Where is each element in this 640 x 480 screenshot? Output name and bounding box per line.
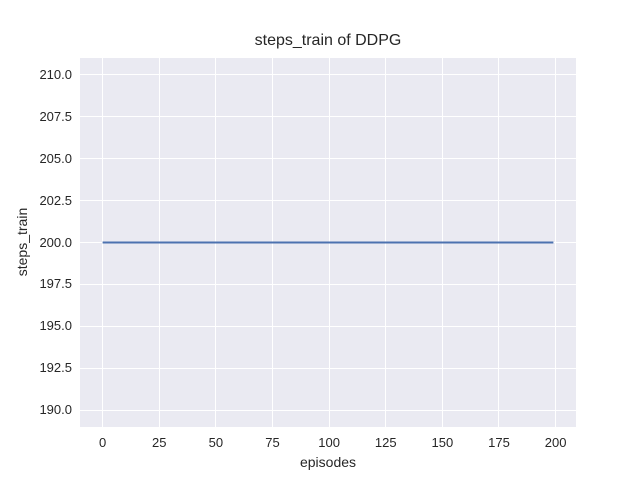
x-tick-label: 75: [265, 435, 280, 450]
x-tick-label: 50: [208, 435, 224, 450]
y-tick-label: 190.0: [39, 402, 72, 418]
x-tick-label: 25: [152, 435, 167, 450]
y-tick-label: 202.5: [39, 192, 72, 208]
x-tick-label: 150: [431, 435, 454, 450]
x-tick-label: 0: [99, 435, 107, 450]
plot-area: [80, 58, 576, 427]
gridline-horizontal: [80, 283, 576, 285]
x-tick-label: 175: [488, 435, 510, 450]
chart-title: steps_train of DDPG: [254, 32, 402, 49]
y-tick-label: 205.0: [39, 150, 72, 166]
gridline-horizontal: [80, 367, 576, 369]
y-tick-label: 200.0: [39, 234, 72, 250]
y-tick-label: 197.5: [39, 276, 72, 292]
gridline-horizontal: [80, 200, 576, 202]
x-tick-label: 200: [544, 435, 567, 450]
gridline-horizontal: [80, 409, 576, 411]
gridline-horizontal: [80, 325, 576, 327]
gridline-horizontal: [80, 116, 576, 118]
y-tick-label: 207.5: [39, 108, 72, 124]
x-axis-label: episodes: [299, 454, 357, 470]
gridline-horizontal: [80, 158, 576, 160]
x-tick-label: 125: [374, 435, 397, 450]
y-tick-label: 210.0: [39, 66, 72, 82]
series-layer: [102, 241, 554, 244]
x-tick-label: 100: [318, 435, 340, 450]
gridline-horizontal: [80, 74, 576, 76]
y-tick-label: 192.5: [39, 360, 72, 376]
y-axis-label: steps_train: [14, 207, 30, 277]
y-tick-label: 195.0: [39, 318, 72, 334]
